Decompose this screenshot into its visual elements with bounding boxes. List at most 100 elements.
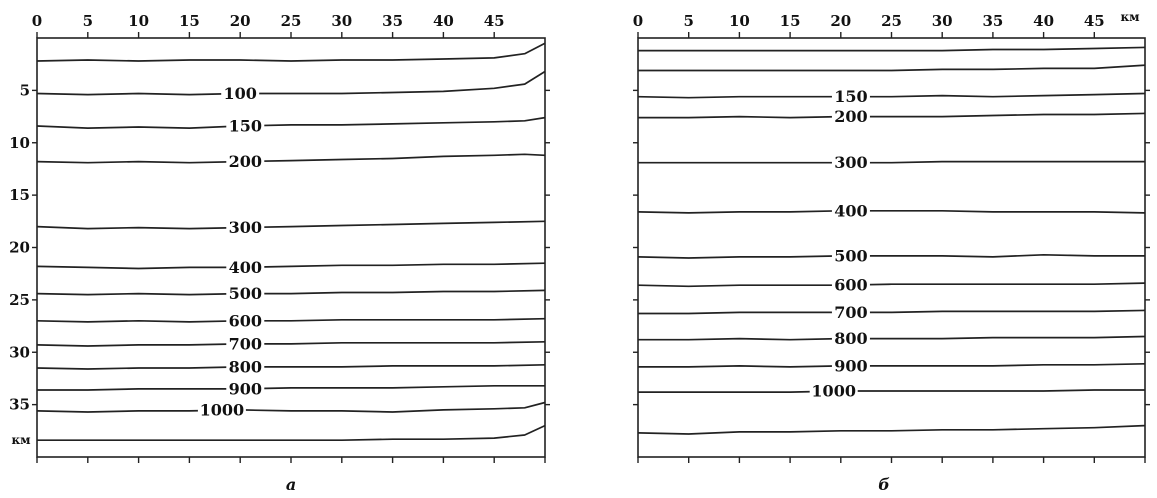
panel-b-contour-line <box>638 112 1146 119</box>
panel-b-x-tick-label: 5 <box>683 12 693 30</box>
panel-a-contours: 100 150 200 300 400 500 600 700 800 900 1000 <box>36 42 546 442</box>
panel-a-x-tick-label: 15 <box>179 12 200 30</box>
panel-a-contour-line <box>36 220 546 230</box>
panel-b-contour-label: 400 <box>834 201 867 220</box>
panel-a-contour-label-bg <box>226 116 265 135</box>
panel-a-contour-label-bg <box>226 311 265 330</box>
panel-a-contour-label-bg <box>226 258 265 277</box>
panel-a-contour-label-bg <box>221 84 260 103</box>
panel-b-contour-label: 1000 <box>811 382 856 401</box>
panel-a-contour-line <box>36 262 546 270</box>
panel-b-contour-label: 600 <box>834 276 867 295</box>
panel-a-contour-label-bg <box>226 379 265 398</box>
panel-a-x-tick-label: 45 <box>484 12 505 30</box>
panel-a-y-tick-label: 30 <box>9 343 30 361</box>
panel-b-x-tick-label: 15 <box>780 12 801 30</box>
panel-a-y-tick-label: 15 <box>9 186 30 204</box>
panel-b-x-tick-label: 45 <box>1084 12 1105 30</box>
panel-b-contour-line <box>637 282 1146 288</box>
panel-a-contour-label: 150 <box>229 116 262 135</box>
panel-a-x-tick-label: 35 <box>382 12 403 30</box>
panel-a-contour-line <box>36 42 546 62</box>
panel-b-contour-label-bg <box>831 356 870 375</box>
panel-a-x-tick-label: 5 <box>83 12 93 30</box>
panel-b-contour-label-bg <box>831 303 870 322</box>
panel-a-y-ticks: 5 10 15 20 25 30 35 <box>9 81 550 414</box>
panel-b-contour-label-bg <box>809 382 858 401</box>
panel-a-contour-label: 300 <box>229 218 262 237</box>
panel-a-contour-label: 1000 <box>200 401 245 420</box>
panel-a-contour-line <box>36 317 546 323</box>
panel-a-x-tick-label: 30 <box>331 12 352 30</box>
panel-b-contour-label: 300 <box>834 153 867 172</box>
panel-b-contour-line <box>637 424 1146 435</box>
panel-a-contour-label-bg <box>197 401 246 420</box>
panel-b-x-tick-label: 30 <box>932 12 953 30</box>
panel-b-x-tick-label: 40 <box>1033 12 1054 30</box>
panel-a-frame <box>36 37 546 458</box>
panel-a-contour-label: 500 <box>229 284 262 303</box>
panel-a-contour-label-bg <box>226 152 265 171</box>
panel-a-contour-label: 600 <box>229 311 262 330</box>
panel-a-contour-label-bg <box>226 218 265 237</box>
panel-b-x-ticks: 0 5 10 15 20 25 30 35 40 45 <box>633 12 1146 463</box>
panel-a-contour-label: 800 <box>229 357 262 376</box>
panel-a-contour-line <box>36 363 546 370</box>
panel-a-contour-label: 400 <box>229 258 262 277</box>
panel-b-y-ticks <box>633 89 1150 406</box>
panel-b-contour-line <box>638 389 1145 393</box>
panel-b-contour-label: 150 <box>834 87 867 106</box>
panel-b-contour-label-bg <box>831 329 870 348</box>
panel-a-x-tick-label: 10 <box>128 12 149 30</box>
panel-b-contour-line <box>638 335 1146 341</box>
panel-b-contour-line <box>638 160 1145 164</box>
panel-a-y-tick-label: 20 <box>9 239 30 257</box>
panel-a-x-tick-label: 20 <box>230 12 251 30</box>
panel-b-contour-label-bg <box>831 246 870 265</box>
panel-b-contour-label: 200 <box>834 107 867 126</box>
panel-b-contour-line <box>637 209 1146 214</box>
panel-a-x-tick-label: 40 <box>433 12 454 30</box>
panel-b-contour-label-bg <box>831 201 870 220</box>
panel-a-caption: а <box>286 475 296 494</box>
panel-b-contour-label: 700 <box>834 303 867 322</box>
panel-b-x-tick-label: 0 <box>633 12 643 30</box>
panel-b-contour-label-bg <box>831 276 870 295</box>
panel-a-contour-line <box>36 401 546 413</box>
panel-a-y-tick-label: 25 <box>9 291 30 309</box>
panel-b-contour-line <box>638 46 1146 52</box>
panel-a-x-ticks: 0 5 10 15 20 25 30 35 40 45 <box>32 12 546 463</box>
panel-a-contour-label-bg <box>226 284 265 303</box>
panel-b-contour-label-bg <box>831 87 870 106</box>
panel-a-contour-line <box>36 116 546 129</box>
panel-b-contour-line <box>637 92 1146 99</box>
panel-a-y-unit-label: км <box>11 433 31 447</box>
panel-b-contour-line <box>638 64 1146 72</box>
panel-b-contour-label: 800 <box>834 329 867 348</box>
panel-a-contour-label-bg <box>226 357 265 376</box>
panel-b-contour-line <box>637 253 1145 259</box>
panel-b-contour-label-bg <box>831 153 870 172</box>
panel-a-x-tick-label: 25 <box>281 12 302 30</box>
panel-b-x-tick-label: 25 <box>881 12 902 30</box>
panel-a-contour-line <box>36 340 546 347</box>
panel-a-contour-line <box>36 153 546 164</box>
panel-a-contour-line <box>36 70 546 96</box>
panel-a-contour-line <box>36 289 546 296</box>
panel-a-contour-line <box>37 384 545 391</box>
panel-b-x-tick-label: 20 <box>830 12 851 30</box>
panel-a-y-tick-label: 35 <box>9 396 30 414</box>
panel-b-x-tick-label: 10 <box>729 12 750 30</box>
panel-a-contour-label: 700 <box>229 334 262 353</box>
panel-b-x-tick-label: 35 <box>982 12 1003 30</box>
panel-a-y-tick-label: 5 <box>20 81 30 99</box>
panel-a-contour-chart: 0 5 10 15 20 25 30 35 40 45 5 10 15 20 25 30 35 100 150 2… <box>9 12 550 494</box>
panel-a-contour-label: 200 <box>229 152 262 171</box>
panel-b-caption: б <box>878 475 890 494</box>
panel-b-x-unit-label: км <box>1120 10 1140 24</box>
panel-b-contour-label: 500 <box>834 246 867 265</box>
panel-a-contour-label: 100 <box>223 84 256 103</box>
